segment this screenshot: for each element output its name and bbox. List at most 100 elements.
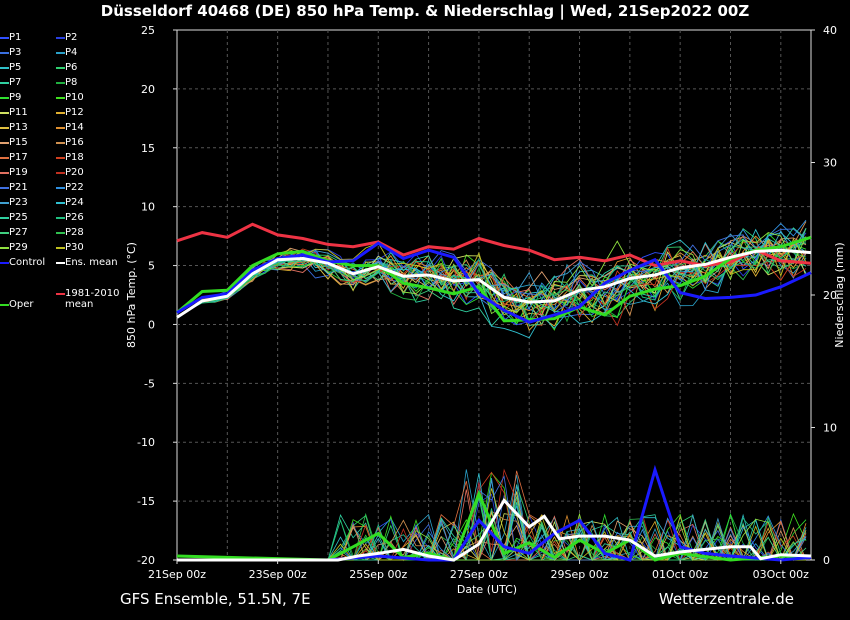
legend-swatch xyxy=(56,97,65,99)
y-tick-label: -15 xyxy=(137,495,155,508)
legend-swatch xyxy=(56,127,65,129)
legend-swatch xyxy=(56,142,65,144)
legend-swatch xyxy=(0,187,9,189)
legend-swatch xyxy=(0,82,9,84)
legend-swatch xyxy=(0,232,9,234)
y-tick-label: 25 xyxy=(141,24,155,37)
y-tick-label: 0 xyxy=(148,318,155,331)
legend-label: P28 xyxy=(65,227,84,238)
legend-swatch xyxy=(0,262,9,264)
member-temp-line xyxy=(176,219,807,318)
legend-swatch xyxy=(0,127,9,129)
temp-series-oper xyxy=(176,235,812,323)
legend-label: P26 xyxy=(65,212,84,223)
legend-swatch xyxy=(0,157,9,159)
legend-label: Ens. mean xyxy=(65,257,118,268)
legend-label: P10 xyxy=(65,92,84,103)
legend-label: Oper xyxy=(9,299,34,310)
x-tick-label: 21Sep 00z xyxy=(148,568,206,581)
legend: P1 P2 P3 P4 P5 P6 P7 P8 P9 P10 P11 P12 P13 P14 P15 P16 P… xyxy=(0,32,135,322)
legend-label: P24 xyxy=(65,197,84,208)
legend-swatch xyxy=(56,232,65,234)
y-axis-label: 850 hPa Temp. (°C) xyxy=(125,242,138,348)
legend-swatch xyxy=(0,97,9,99)
legend-swatch xyxy=(56,172,65,174)
y-tick-label: -20 xyxy=(137,554,155,567)
legend-label: P4 xyxy=(65,47,78,58)
y-tick-label: 20 xyxy=(141,83,155,96)
website-label: Wetterzentrale.de xyxy=(658,590,794,608)
temp-series-ens-mean xyxy=(176,248,812,319)
legend-swatch xyxy=(0,202,9,204)
x-tick-label: 01Oct 00z xyxy=(652,568,709,581)
legend-swatch xyxy=(0,247,9,249)
legend-label: P18 xyxy=(65,152,84,163)
legend-label: P12 xyxy=(65,107,84,118)
legend-swatch xyxy=(0,37,9,39)
chart-title: Düsseldorf 40468 (DE) 850 hPa Temp. & Ni… xyxy=(100,2,750,20)
grid xyxy=(177,30,811,560)
y2-tick-label: 40 xyxy=(823,24,837,37)
legend-label: P2 xyxy=(65,32,78,43)
y2-tick-label: 30 xyxy=(823,157,837,170)
legend-label: P5 xyxy=(9,62,22,73)
member-temp-line xyxy=(176,242,807,327)
legend-swatch xyxy=(56,293,65,295)
legend-swatch xyxy=(0,217,9,219)
legend-label: P3 xyxy=(9,47,22,58)
legend-label: P29 xyxy=(9,242,28,253)
legend-label: P30 xyxy=(65,242,84,253)
precip-series-ens-mean xyxy=(177,497,812,562)
legend-swatch xyxy=(56,67,65,69)
legend-label: P17 xyxy=(9,152,28,163)
legend-label: P13 xyxy=(9,122,28,133)
legend-label: P1 xyxy=(9,32,22,43)
legend-label: P8 xyxy=(65,77,78,88)
legend-swatch xyxy=(56,37,65,39)
legend-label: P25 xyxy=(9,212,28,223)
x-tick-label: 25Sep 00z xyxy=(349,568,407,581)
legend-label: P9 xyxy=(9,92,22,103)
legend-label: P20 xyxy=(65,167,84,178)
y2-tick-label: 0 xyxy=(823,554,830,567)
y-tick-label: -5 xyxy=(144,377,155,390)
x-tick-label: 03Oct 00z xyxy=(753,568,810,581)
legend-label: P27 xyxy=(9,227,28,238)
legend-swatch xyxy=(56,247,65,249)
y-tick-label: 10 xyxy=(141,201,155,214)
series-layer xyxy=(176,222,812,562)
legend-swatch xyxy=(56,202,65,204)
legend-swatch xyxy=(0,142,9,144)
legend-swatch xyxy=(56,112,65,114)
x-axis-label: Date (UTC) xyxy=(457,583,517,596)
precip-series-control xyxy=(177,464,812,562)
legend-label: P7 xyxy=(9,77,22,88)
legend-swatch xyxy=(56,217,65,219)
x-tick-label: 29Sep 00z xyxy=(551,568,609,581)
legend-swatch xyxy=(0,52,9,54)
axes-layer: -20 -15 -10 -5 0 5 10 15 20 25 0 10 20 30 40 21Sep 00z 2… xyxy=(137,24,837,581)
y2-tick-label: 20 xyxy=(823,289,837,302)
legend-label: P21 xyxy=(9,182,28,193)
legend-label: P11 xyxy=(9,107,28,118)
y2-axis-label: Niederschlag (mm) xyxy=(833,242,846,347)
legend-swatch xyxy=(0,172,9,174)
legend-label: P14 xyxy=(65,122,84,133)
legend-swatch xyxy=(0,112,9,114)
legend-swatch xyxy=(56,52,65,54)
legend-swatch xyxy=(56,187,65,189)
y2-tick-label: 10 xyxy=(823,422,837,435)
y-tick-label: 15 xyxy=(141,142,155,155)
x-tick-label: 27Sep 00z xyxy=(450,568,508,581)
y-tick-label: -10 xyxy=(137,436,155,449)
legend-swatch xyxy=(56,157,65,159)
plot-frame xyxy=(176,29,812,561)
legend-label: P22 xyxy=(65,182,84,193)
y-tick-label: 5 xyxy=(148,260,155,273)
legend-label: P23 xyxy=(9,197,28,208)
legend-swatch xyxy=(0,67,9,69)
legend-swatch xyxy=(0,304,9,306)
legend-swatch xyxy=(56,262,65,264)
legend-label: P16 xyxy=(65,137,84,148)
